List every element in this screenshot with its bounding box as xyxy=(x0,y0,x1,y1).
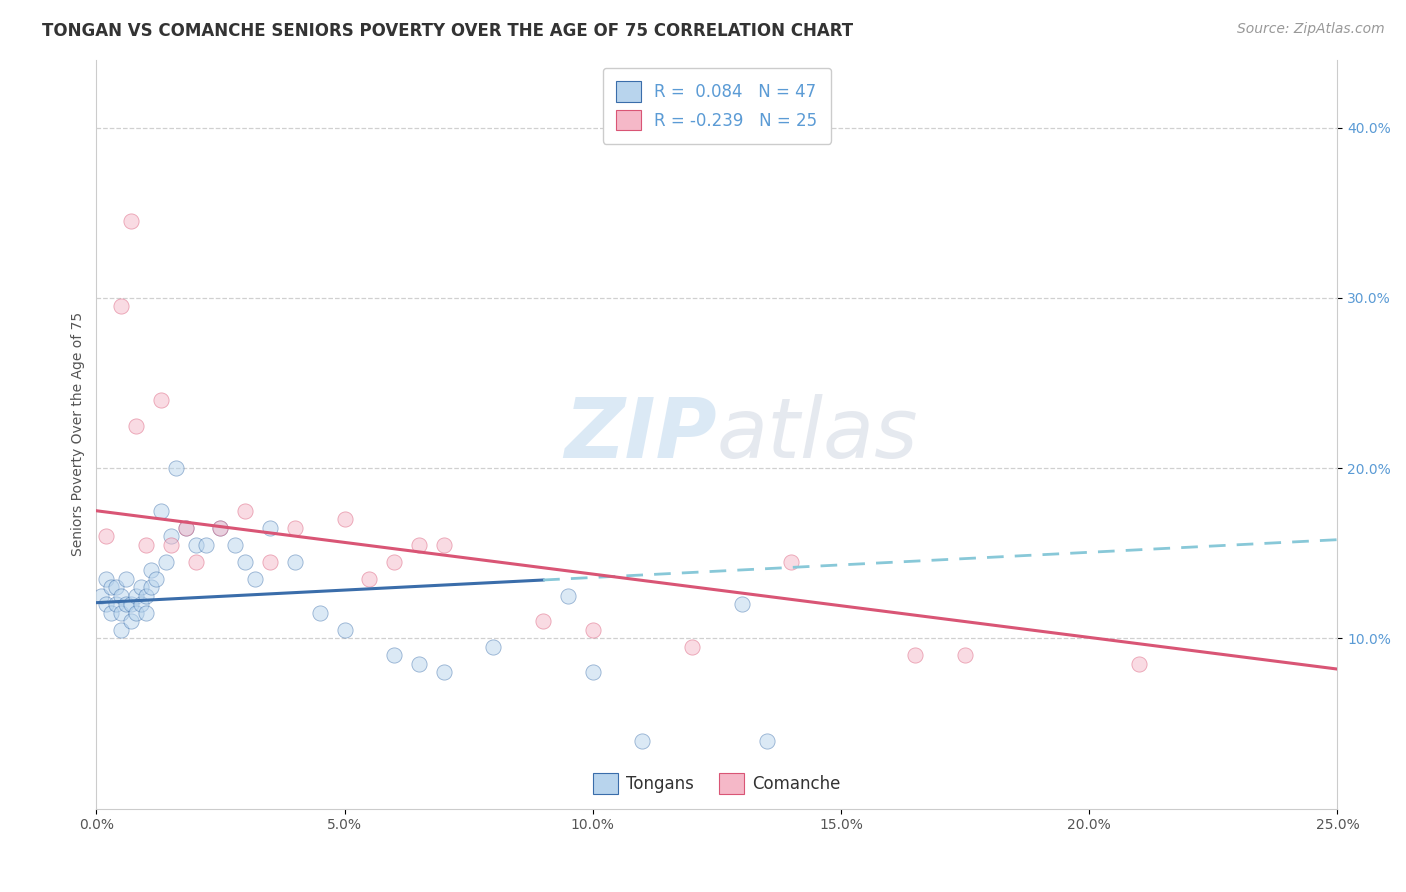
Point xyxy=(233,555,256,569)
Point xyxy=(259,555,281,569)
Point xyxy=(159,538,181,552)
Point xyxy=(96,572,118,586)
Point xyxy=(557,589,579,603)
Point xyxy=(681,640,703,654)
Legend: Tongans, Comanche: Tongans, Comanche xyxy=(586,767,848,800)
Point xyxy=(149,504,172,518)
Point xyxy=(135,589,157,603)
Point xyxy=(135,606,157,620)
Point xyxy=(159,529,181,543)
Point xyxy=(333,512,356,526)
Point xyxy=(224,538,246,552)
Point xyxy=(531,615,554,629)
Point xyxy=(780,555,803,569)
Point xyxy=(125,589,148,603)
Point xyxy=(120,598,142,612)
Point xyxy=(125,606,148,620)
Point xyxy=(184,538,207,552)
Point xyxy=(90,589,112,603)
Point xyxy=(96,598,118,612)
Point xyxy=(115,598,138,612)
Point xyxy=(433,665,456,680)
Point xyxy=(120,615,142,629)
Point xyxy=(120,214,142,228)
Point xyxy=(731,598,754,612)
Point xyxy=(308,606,330,620)
Point xyxy=(110,300,132,314)
Point xyxy=(382,555,405,569)
Point xyxy=(105,580,128,594)
Point xyxy=(129,580,152,594)
Point xyxy=(100,606,122,620)
Point xyxy=(433,538,456,552)
Point xyxy=(631,733,654,747)
Point xyxy=(174,521,197,535)
Y-axis label: Seniors Poverty Over the Age of 75: Seniors Poverty Over the Age of 75 xyxy=(72,312,86,557)
Point xyxy=(382,648,405,663)
Point xyxy=(209,521,232,535)
Point xyxy=(184,555,207,569)
Point xyxy=(149,393,172,408)
Point xyxy=(115,572,138,586)
Text: atlas: atlas xyxy=(717,393,918,475)
Point xyxy=(1128,657,1150,671)
Point xyxy=(135,538,157,552)
Point xyxy=(105,598,128,612)
Point xyxy=(125,418,148,433)
Point xyxy=(359,572,381,586)
Point xyxy=(259,521,281,535)
Point xyxy=(953,648,976,663)
Point xyxy=(139,580,162,594)
Point xyxy=(155,555,177,569)
Point xyxy=(582,665,605,680)
Point xyxy=(482,640,505,654)
Point xyxy=(408,538,430,552)
Text: TONGAN VS COMANCHE SENIORS POVERTY OVER THE AGE OF 75 CORRELATION CHART: TONGAN VS COMANCHE SENIORS POVERTY OVER … xyxy=(42,22,853,40)
Point xyxy=(284,555,307,569)
Point xyxy=(110,589,132,603)
Point xyxy=(96,529,118,543)
Point xyxy=(194,538,217,552)
Point xyxy=(110,623,132,637)
Point xyxy=(110,606,132,620)
Point xyxy=(408,657,430,671)
Text: ZIP: ZIP xyxy=(564,393,717,475)
Point xyxy=(582,623,605,637)
Point xyxy=(174,521,197,535)
Text: Source: ZipAtlas.com: Source: ZipAtlas.com xyxy=(1237,22,1385,37)
Point xyxy=(165,461,187,475)
Point xyxy=(100,580,122,594)
Point xyxy=(904,648,927,663)
Point xyxy=(245,572,267,586)
Point xyxy=(233,504,256,518)
Point xyxy=(129,598,152,612)
Point xyxy=(333,623,356,637)
Point xyxy=(284,521,307,535)
Point xyxy=(755,733,778,747)
Point xyxy=(139,563,162,577)
Point xyxy=(145,572,167,586)
Point xyxy=(209,521,232,535)
